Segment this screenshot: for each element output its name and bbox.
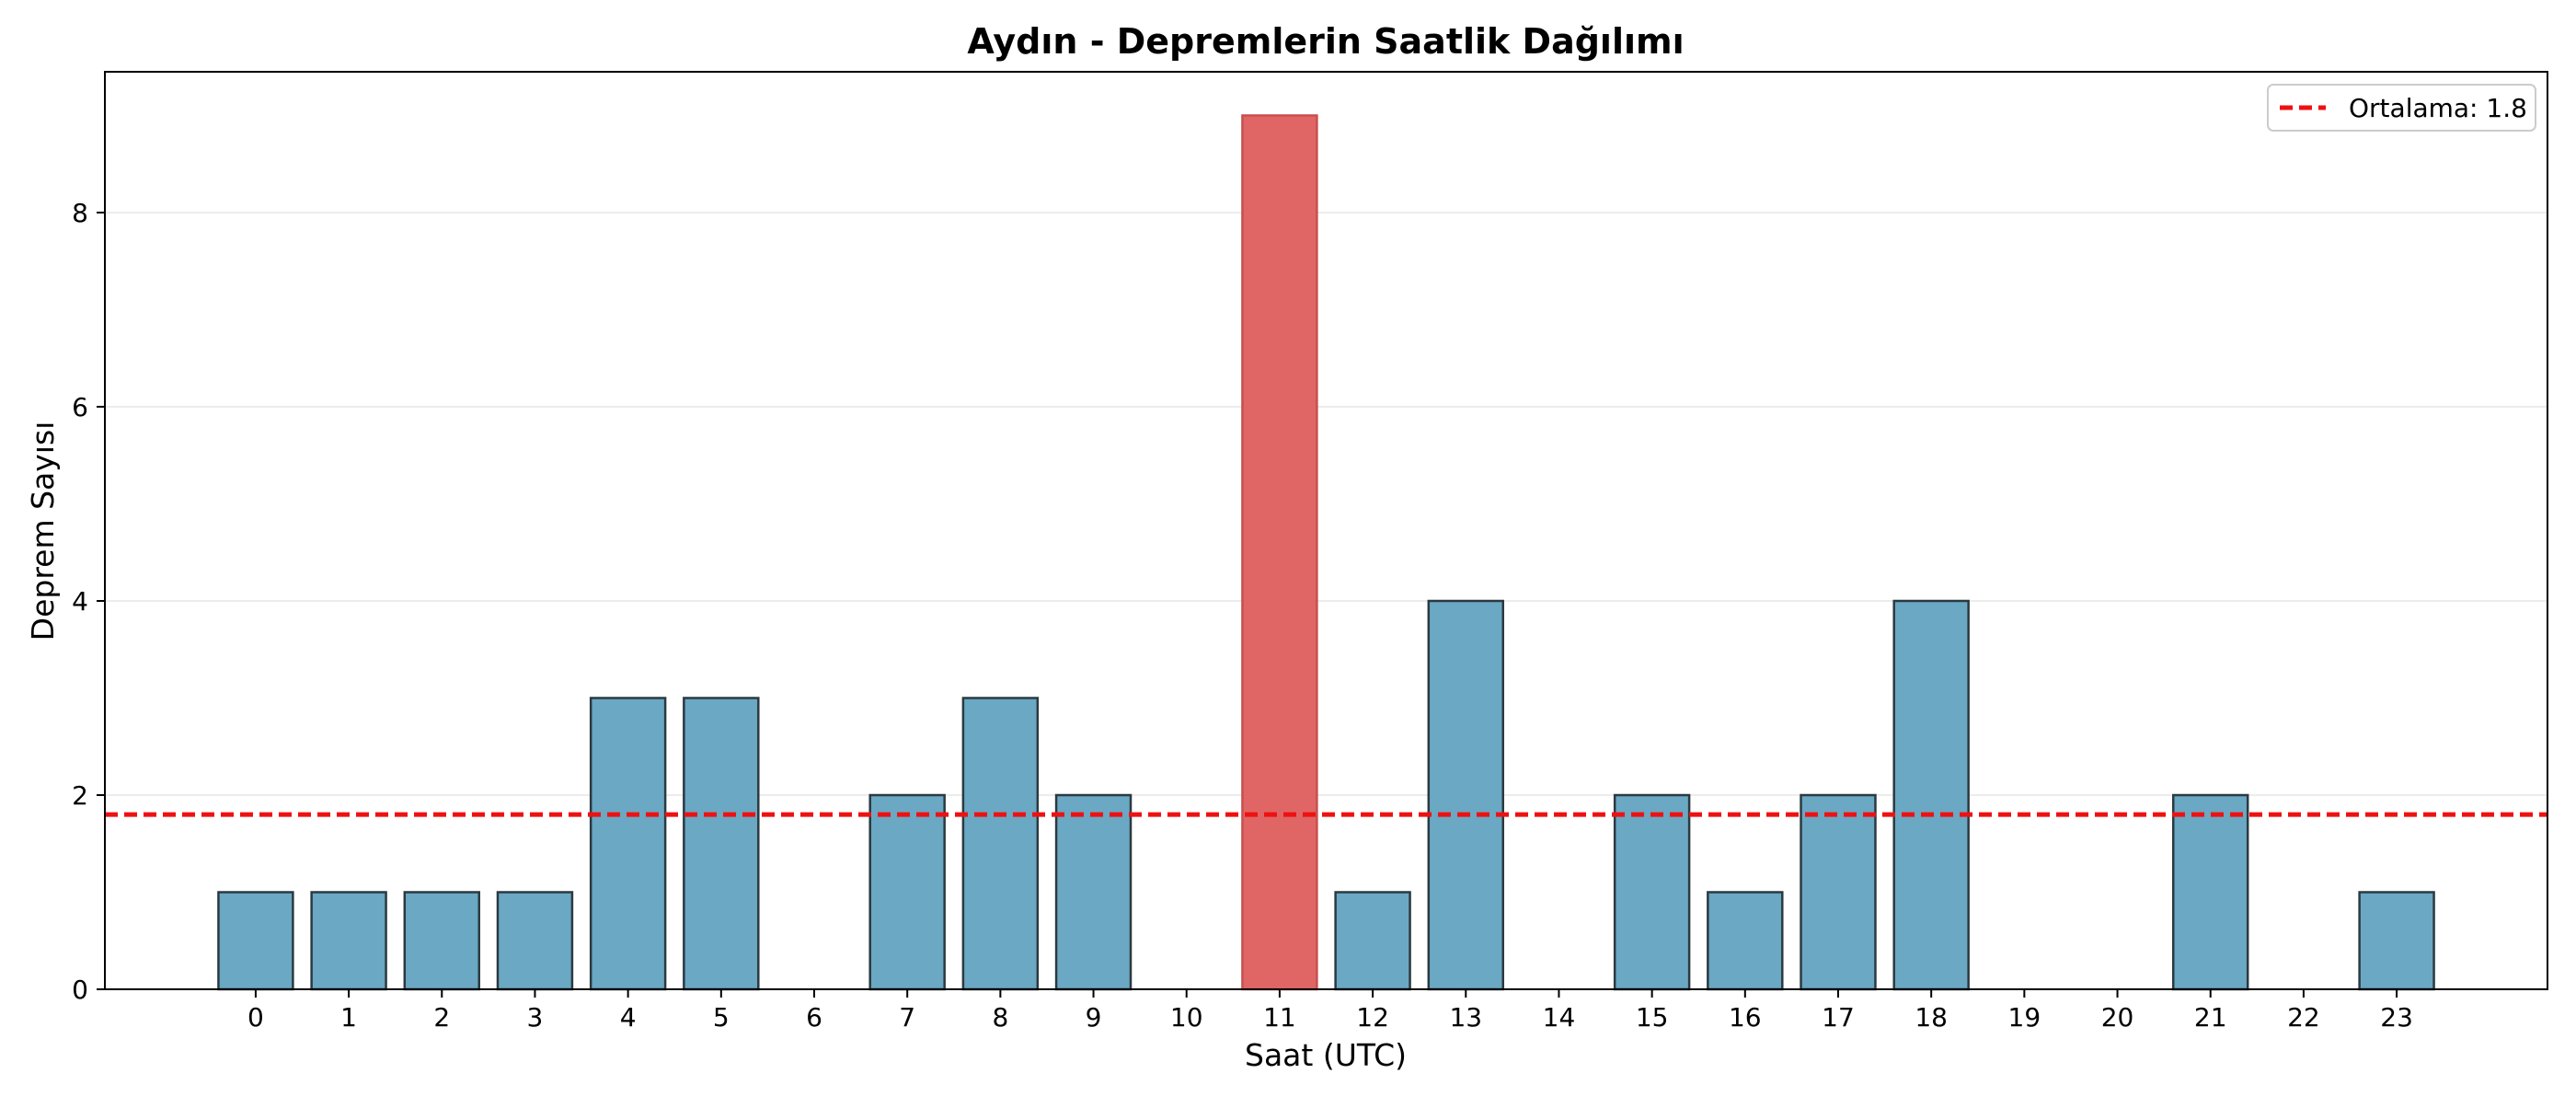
x-axis-ticks: 0 1 2 3 4 5 6 7 8 9 10 11 12 13 14 15 16 17 18 19 20 21 22 23 bbox=[247, 989, 2413, 1033]
x-tick-label: 8 bbox=[992, 1002, 1008, 1033]
x-tick-label: 20 bbox=[2101, 1002, 2134, 1033]
y-tick-label: 4 bbox=[72, 586, 88, 617]
x-tick-label: 1 bbox=[340, 1002, 357, 1033]
bar bbox=[217, 891, 294, 991]
x-tick-label: 21 bbox=[2194, 1002, 2227, 1033]
x-tick-label: 19 bbox=[2008, 1002, 2041, 1033]
x-tick-label: 6 bbox=[806, 1002, 822, 1033]
x-tick-label: 9 bbox=[1086, 1002, 1102, 1033]
x-tick-label: 18 bbox=[1915, 1002, 1948, 1033]
bar bbox=[1241, 114, 1318, 991]
x-tick-label: 2 bbox=[433, 1002, 450, 1033]
y-tick-label: 2 bbox=[72, 780, 88, 811]
bar bbox=[683, 697, 760, 991]
x-tick-label: 15 bbox=[1636, 1002, 1669, 1033]
bar bbox=[1054, 793, 1133, 991]
bar bbox=[1800, 793, 1877, 991]
y-tick-label: 6 bbox=[72, 392, 88, 422]
x-tick-label: 16 bbox=[1729, 1002, 1762, 1033]
legend: Ortalama: 1.8 bbox=[2267, 84, 2536, 132]
y-tick-label: 0 bbox=[72, 975, 88, 1005]
x-tick-label: 17 bbox=[1822, 1002, 1855, 1033]
y-tick-label: 8 bbox=[72, 198, 88, 228]
bar bbox=[310, 891, 387, 991]
x-tick-label: 11 bbox=[1263, 1002, 1296, 1033]
bar bbox=[2172, 793, 2249, 991]
x-tick-label: 3 bbox=[527, 1002, 544, 1033]
x-tick-label: 7 bbox=[899, 1002, 915, 1033]
bar bbox=[1892, 599, 1970, 991]
x-tick-label: 12 bbox=[1356, 1002, 1389, 1033]
bar bbox=[2358, 891, 2435, 991]
bar bbox=[1613, 793, 1691, 991]
x-tick-label: 23 bbox=[2380, 1002, 2413, 1033]
x-tick-label: 4 bbox=[620, 1002, 637, 1033]
x-tick-label: 13 bbox=[1449, 1002, 1482, 1033]
bar bbox=[403, 891, 480, 991]
y-axis-label: Deprem Sayısı bbox=[25, 421, 61, 641]
x-tick-label: 5 bbox=[713, 1002, 730, 1033]
bar bbox=[1334, 891, 1411, 991]
x-axis-label: Saat (UTC) bbox=[1245, 1037, 1407, 1073]
bars bbox=[217, 114, 2435, 991]
bar bbox=[589, 697, 667, 991]
bar bbox=[1427, 599, 1504, 991]
legend-mean-label: Ortalama: 1.8 bbox=[2349, 93, 2527, 123]
x-tick-label: 22 bbox=[2287, 1002, 2320, 1033]
x-tick-label: 14 bbox=[1543, 1002, 1576, 1033]
plot-frame bbox=[104, 71, 2548, 990]
x-tick-label: 10 bbox=[1170, 1002, 1203, 1033]
chart-title: Aydın - Depremlerin Saatlik Dağılımı bbox=[967, 21, 1684, 62]
bar bbox=[868, 793, 946, 991]
y-axis-ticks: 0 2 4 6 8 bbox=[72, 198, 105, 1005]
bar bbox=[496, 891, 574, 991]
legend-box bbox=[2267, 84, 2536, 132]
bar bbox=[1707, 891, 1784, 991]
bar bbox=[961, 697, 1040, 991]
x-tick-label: 0 bbox=[247, 1002, 264, 1033]
